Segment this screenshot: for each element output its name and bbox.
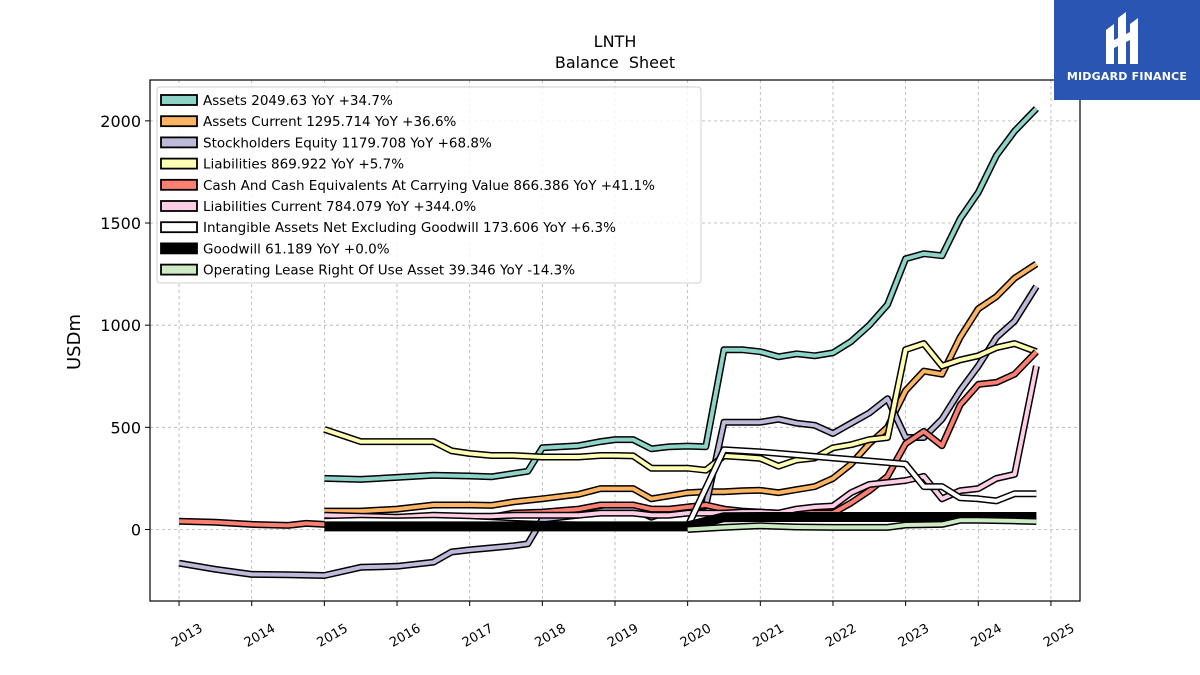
series-stockholders-equity: [178, 284, 1040, 579]
y-tick-label: 1500: [100, 214, 141, 233]
legend-swatch: [160, 242, 198, 255]
y-tick-label: 2000: [100, 112, 141, 131]
chart-title: LNTH: [594, 32, 637, 51]
legend-swatch: [160, 136, 198, 149]
legend-entry: Liabilities Current 784.079 YoY +344.0%: [203, 199, 476, 215]
legend-entry: Liabilities 869.922 YoY +5.7%: [203, 157, 404, 173]
brand-name: MIDGARD FINANCE: [1066, 70, 1188, 83]
legend-entry: Assets 2049.63 YoY +34.7%: [203, 93, 393, 109]
brand-logo: MIDGARD FINANCE: [1054, 0, 1200, 100]
series-goodwill: [324, 512, 1037, 532]
x-tick-label: 2016: [387, 621, 423, 651]
chart-subtitle: Balance Sheet: [555, 53, 675, 72]
series-operating-lease-right-of-use-asset: [687, 516, 1037, 533]
legend: Assets 2049.63 YoY +34.7% Assets Current …: [156, 86, 702, 284]
series-line: [324, 107, 1038, 482]
series-assets: [324, 106, 1039, 483]
legend-box: [156, 86, 702, 284]
legend-swatch: [160, 94, 198, 106]
x-tick-label: 2020: [678, 621, 714, 651]
series-line: [178, 285, 1039, 578]
legend-entry: Stockholders Equity 1179.708 YoY +68.8%: [203, 135, 492, 151]
x-axis: 2013 2014 2015 2016 2017 2018 2019 2020 2021 2022…: [169, 601, 1077, 651]
series-line: [324, 512, 1037, 532]
x-tick-label: 2021: [750, 621, 786, 651]
legend-swatch: [160, 263, 198, 276]
y-tick-label: 1000: [100, 316, 141, 335]
legend-swatch: [160, 157, 198, 170]
series-line: [687, 518, 1037, 532]
x-tick-label: 2022: [823, 621, 859, 651]
legend-entry: Operating Lease Right Of Use Asset 39.34…: [203, 263, 575, 279]
x-tick-label: 2024: [968, 621, 1004, 651]
legend-swatch: [160, 221, 198, 234]
legend-entry: Assets Current 1295.714 YoY +36.6%: [203, 114, 457, 130]
x-tick-label: 2019: [605, 621, 641, 651]
series-liabilities: [323, 340, 1038, 474]
legend-swatch: [160, 200, 198, 212]
series-lines: [178, 106, 1040, 579]
x-tick-label: 2023: [896, 621, 932, 651]
midgard-logo-icon: [1106, 12, 1138, 64]
x-tick-label: 2015: [315, 621, 351, 651]
y-tick-label: 500: [110, 418, 141, 437]
y-axis: 0 500 1000 1500 2000: [100, 112, 150, 539]
legend-entry: Cash And Cash Equivalents At Carrying Va…: [203, 178, 655, 194]
y-axis-label: USDm: [64, 314, 85, 370]
series-line: [324, 262, 1038, 514]
legend-entry: Intangible Assets Net Excluding Goodwill…: [203, 220, 616, 236]
legend-swatch: [160, 115, 198, 128]
series-line: [323, 341, 1038, 473]
series-assets-current: [324, 260, 1039, 515]
x-tick-label: 2014: [242, 621, 278, 651]
legend-entry: Goodwill 61.189 YoY +0.0%: [203, 241, 390, 257]
x-tick-label: 2025: [1041, 621, 1077, 651]
series-line-outline: [323, 340, 1038, 474]
x-tick-label: 2013: [169, 621, 205, 651]
y-tick-label: 0: [131, 520, 141, 539]
series-line-outline: [178, 284, 1040, 579]
x-tick-label: 2018: [533, 621, 569, 651]
legend-swatch: [160, 178, 198, 191]
x-tick-label: 2017: [460, 621, 496, 651]
